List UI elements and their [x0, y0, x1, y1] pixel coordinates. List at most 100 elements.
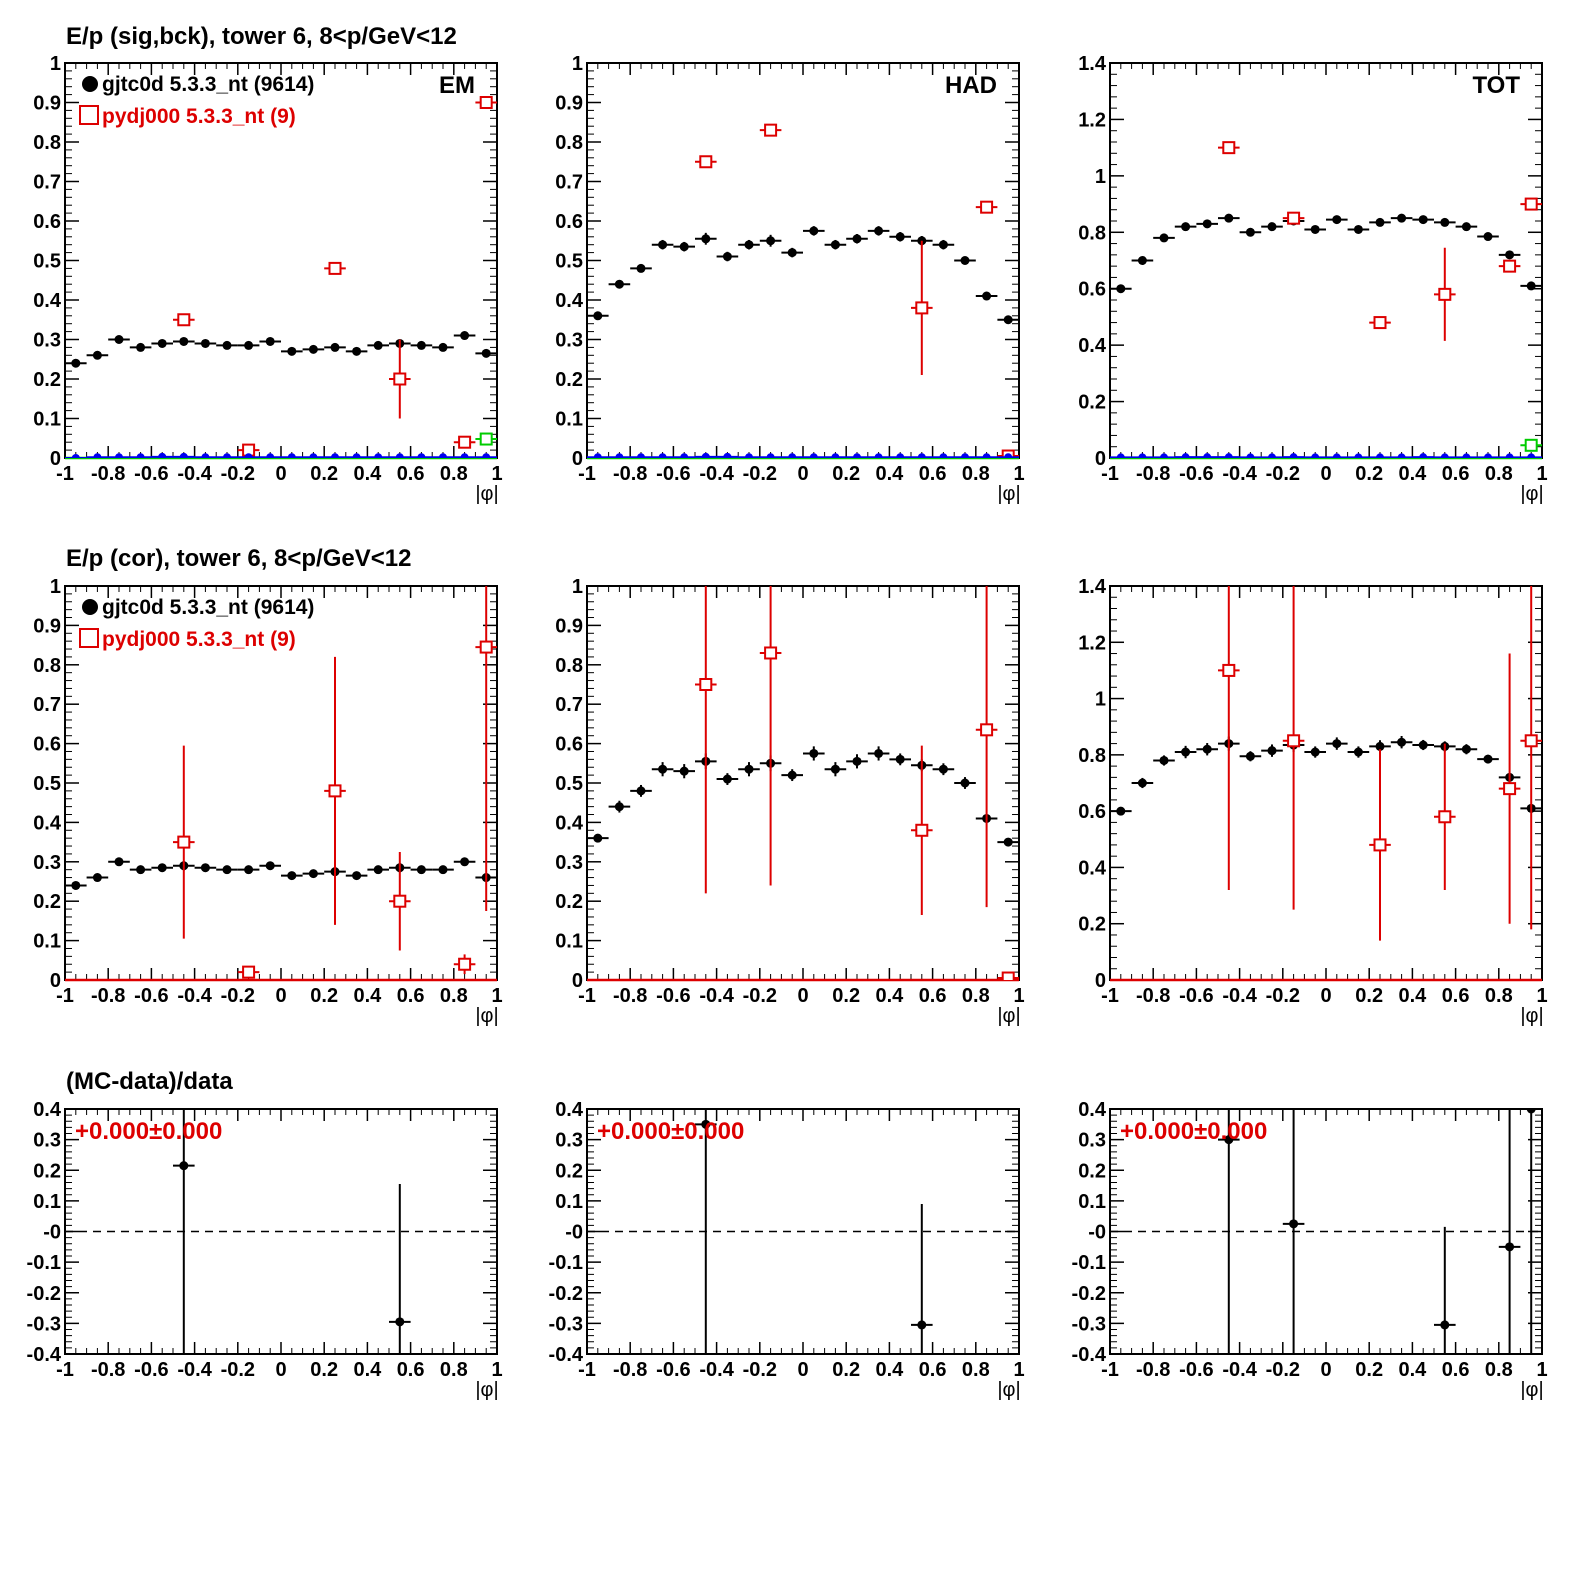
x-tick-label: -0.4 [177, 463, 212, 485]
marker-dot [222, 865, 232, 875]
marker-dot [658, 453, 667, 458]
marker-dot [1484, 453, 1492, 458]
panel-cor-had: 00.10.20.30.40.50.60.70.80.91-1 -0.8 -0.6-… [555, 576, 1024, 1027]
y-tick-label: 0.5 [555, 773, 583, 795]
marker-dot [852, 756, 862, 766]
marker-dot [1505, 453, 1514, 458]
x-tick-label: -0.4 [699, 463, 734, 485]
x-tick-label: 0 [797, 985, 808, 1007]
y-tick-label: 0.7 [33, 172, 61, 194]
y-tick-label: 0.2 [33, 369, 61, 391]
series-mc [173, 96, 497, 457]
y-tick-label: 0.6 [33, 211, 61, 233]
marker-open-square [980, 200, 994, 214]
marker-dot [1332, 453, 1341, 458]
marker-open-square [458, 957, 472, 971]
series-data [1110, 736, 1542, 816]
marker-dot [593, 833, 603, 843]
marker-dot [1138, 453, 1147, 458]
y-tick-label: 0 [572, 448, 583, 470]
y-tick-label: 0.2 [1078, 914, 1106, 936]
marker-dot [395, 453, 404, 458]
y-tick-label: 0.4 [1078, 1099, 1107, 1121]
marker-dot [1353, 224, 1363, 234]
y-tick-label: 0.8 [33, 655, 61, 677]
marker-dot [614, 802, 624, 812]
x-axis-label: |φ| [1520, 1379, 1543, 1401]
x-tick-label: 0 [797, 1359, 808, 1381]
y-tick-label: -0 [1088, 1222, 1106, 1244]
y-tick-label: 0.1 [555, 1191, 583, 1213]
x-tick-label: -0.8 [1136, 1359, 1170, 1381]
y-tick-label: 0.2 [555, 891, 583, 913]
marker-dot [1353, 747, 1363, 757]
marker-dot [331, 453, 339, 458]
y-tick-label: 0.2 [33, 891, 61, 913]
panel-label: HAD [945, 72, 997, 99]
marker-dot [938, 240, 948, 250]
x-tick-label: 0 [1320, 463, 1331, 485]
marker-open-square [1222, 663, 1236, 677]
y-tick-label: 0.2 [555, 1160, 583, 1182]
marker-open-square [1524, 197, 1538, 211]
y-tick-label: 0.1 [1078, 1191, 1106, 1213]
marker-dot [460, 453, 469, 458]
marker-open-square [393, 894, 407, 908]
series-group [1110, 141, 1542, 458]
marker-dot [895, 232, 905, 242]
marker-dot [830, 240, 840, 250]
x-tick-label: 0.4 [1398, 985, 1427, 1007]
marker-dot [787, 770, 797, 780]
x-tick-label: -0.6 [1179, 463, 1213, 485]
x-tick-label: -1 [56, 463, 74, 485]
series-group [1218, 1109, 1542, 1354]
marker-dot [92, 873, 102, 883]
marker-dot [1181, 453, 1190, 458]
x-tick-label: -1 [56, 985, 74, 1007]
panel-ratio-had: -0.4 -0.3 -0.2 -0.1 -0 0.1 0.2 0.3 0.4 -1 -0.8 -0.6… [549, 1099, 1025, 1401]
x-tick-label: 0.4 [353, 463, 382, 485]
legend: gjtc0d 5.3.3_nt (9614) pydj000 5.3.3_nt (… [79, 596, 314, 651]
marker-dot [658, 764, 668, 774]
y-tick-label: 0.8 [1078, 222, 1106, 244]
marker-dot [136, 865, 146, 875]
marker-dot [136, 453, 145, 458]
marker-dot [200, 863, 210, 873]
y-tick-label: 0.1 [33, 409, 61, 431]
marker-dot [417, 453, 426, 458]
x-tick-label: -0.6 [656, 985, 690, 1007]
x-tick-label: 0.2 [832, 463, 860, 485]
marker-open-square [458, 435, 472, 449]
marker-dot [853, 453, 861, 458]
marker-dot [395, 1317, 405, 1327]
marker-open-square [1373, 316, 1387, 330]
marker-open-square [328, 261, 342, 275]
y-tick-label: 0.4 [33, 812, 62, 834]
marker-dot [416, 340, 426, 350]
y-tick-label: 0.8 [1078, 745, 1106, 767]
x-tick-label: 0.2 [310, 463, 338, 485]
marker-dot [244, 340, 254, 350]
marker-dot [439, 453, 447, 458]
x-tick-label: -0.4 [1222, 985, 1257, 1007]
marker-dot [265, 861, 275, 871]
x-tick-label: 0.6 [397, 463, 425, 485]
x-tick-label: 0.6 [397, 1359, 425, 1381]
marker-dot [308, 344, 318, 354]
x-tick-label: 0.4 [875, 985, 904, 1007]
marker-dot [896, 453, 905, 458]
series-mc [1218, 586, 1542, 941]
x-tick-label: 0.8 [440, 1359, 468, 1381]
marker-dot [961, 453, 969, 458]
marker-open-square [328, 784, 342, 798]
y-tick-label: 0.3 [33, 1130, 61, 1152]
marker-open-square [1438, 287, 1452, 301]
legend-label-data: gjtc0d 5.3.3_nt (9614) [102, 596, 314, 619]
series-bck-data [65, 452, 497, 458]
x-tick-label: 1 [1536, 1359, 1547, 1381]
marker-dot [373, 340, 383, 350]
marker-dot [1268, 453, 1276, 458]
marker-open-square [980, 723, 994, 737]
y-tick-label: 1.2 [1078, 109, 1106, 131]
marker-dot [637, 453, 645, 458]
